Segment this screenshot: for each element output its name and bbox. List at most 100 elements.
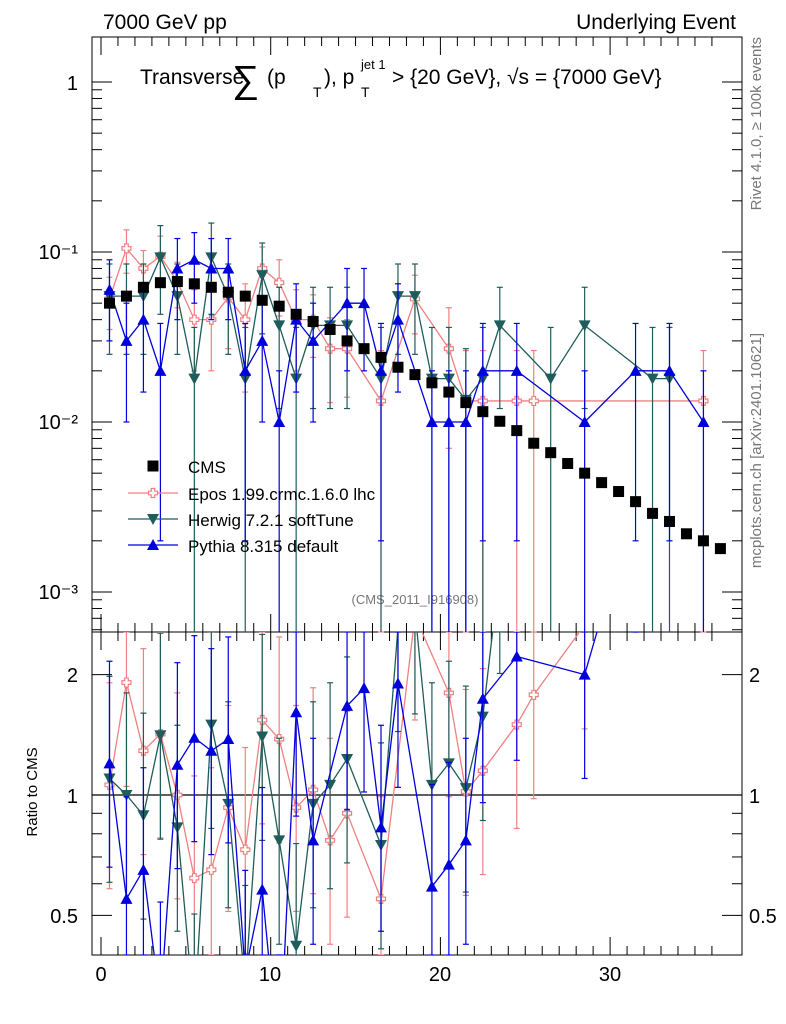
data-point: [154, 277, 166, 289]
ratio-point: [154, 730, 167, 742]
data-point: [528, 395, 539, 407]
data-point: [171, 276, 183, 288]
ratio-point: [476, 692, 489, 704]
ratio-point: [188, 1011, 200, 1022]
x-tick-label-10: 10: [259, 964, 281, 986]
legend-label-epos: Epos 1.99.crmc.1.6.0 lhc: [188, 485, 376, 504]
data-point: [189, 314, 200, 325]
ratio-y-tick-label-right-1: 1: [749, 786, 760, 808]
data-point: [409, 369, 421, 381]
ratio-point: [189, 872, 200, 884]
data-point: [273, 320, 286, 332]
data-point: [493, 320, 506, 332]
legend-symbol: [147, 460, 159, 472]
ratio-point: [137, 863, 150, 875]
data-point: [646, 373, 659, 385]
data-point: [239, 364, 252, 376]
data-point: [103, 297, 115, 309]
series-square: [103, 276, 726, 555]
legend-marker-open-cross: [128, 487, 178, 499]
data-point: [256, 334, 269, 346]
ratio-point: [239, 966, 251, 977]
data-point: [273, 300, 285, 312]
y-tick-label-1e-2: 10⁻²: [39, 412, 79, 434]
data-point: [307, 316, 319, 328]
ratio-point: [410, 612, 419, 621]
ratio-point: [239, 983, 251, 994]
legend: CMS Epos 1.99.crmc.1.6.0 lhc Herwig 7.2.…: [128, 458, 376, 556]
data-point: [137, 281, 149, 293]
data-point: [375, 351, 387, 363]
data-point: [256, 270, 269, 282]
data-point: [647, 507, 659, 519]
ratio-plot-area: [103, 612, 639, 1022]
data-point: [477, 406, 489, 418]
data-point: [391, 313, 404, 325]
title-prefix: Transverse: [140, 66, 244, 89]
ratio-point: [341, 699, 354, 711]
data-point: [680, 528, 692, 540]
axis-ticks: [92, 37, 742, 955]
data-point: [510, 364, 523, 376]
data-point: [579, 467, 591, 479]
data-point: [663, 515, 675, 527]
title-sum-symbol: ∑: [232, 59, 259, 101]
data-point: [171, 262, 184, 274]
mcplots-label: mcplots.cern.ch [arXiv:2401.10621]: [748, 333, 765, 568]
legend-symbol: [147, 487, 159, 499]
data-point: [460, 397, 472, 409]
ratio-point: [273, 835, 286, 847]
data-point: [697, 535, 709, 547]
x-tick-label-0: 0: [95, 964, 106, 986]
ratio-point: [256, 731, 269, 743]
ratio-point: [290, 940, 303, 952]
ratio-point: [528, 689, 539, 700]
legend-label-cms: CMS: [188, 458, 226, 477]
title-suffix: > {20 GeV}, √s = {7000 GeV}: [392, 66, 662, 89]
data-point: [528, 437, 540, 449]
legend-symbol: [147, 539, 159, 550]
ratio-clipped: [103, 612, 639, 1022]
ratio-point: [459, 834, 472, 846]
title-open: (p: [267, 66, 286, 89]
data-point: [476, 364, 489, 376]
ratio-point: [307, 834, 320, 846]
title-sub-t2: T: [361, 84, 370, 100]
ratio-point: [205, 744, 218, 756]
data-point: [188, 253, 201, 265]
ratio-point: [358, 682, 371, 694]
data-point: [544, 373, 557, 385]
data-point: [154, 252, 167, 264]
legend-label-pythia: Pythia 8.315 default: [188, 537, 339, 556]
data-point: [290, 308, 302, 320]
main-title: Transverse ∑ (p T ), p jet 1 T > {20 GeV…: [140, 57, 662, 101]
ratio-ylabel: Ratio to CMS: [24, 747, 41, 836]
ratio-point: [578, 668, 591, 680]
legend-marker-square: [147, 460, 159, 472]
legend-label-herwig: Herwig 7.2.1 softTune: [188, 511, 354, 530]
data-point: [120, 290, 132, 302]
data-point: [137, 313, 150, 325]
data-point: [205, 262, 218, 274]
ratio-point: [240, 844, 251, 855]
legend-symbol: [147, 514, 159, 525]
ratio-point: [510, 650, 523, 662]
title-sub-t: T: [313, 84, 322, 100]
data-point: [562, 458, 574, 470]
ratio-point: [121, 677, 132, 688]
data-point: [459, 416, 472, 427]
ratio-y-tick-label-right-2: 2: [749, 665, 760, 687]
y-tick-label-1e-1: 10⁻¹: [39, 242, 79, 264]
data-point: [222, 286, 234, 298]
main-plot-area: [103, 222, 726, 633]
data-point: [578, 320, 591, 332]
data-point: [256, 294, 268, 306]
data-point: [426, 377, 438, 389]
ratio-point: [290, 706, 303, 718]
data-point: [358, 343, 370, 355]
ratio-y-tick-label-1: 1: [67, 786, 78, 808]
data-point: [324, 324, 336, 336]
ratio-series: [103, 632, 639, 977]
data-point: [408, 291, 421, 303]
